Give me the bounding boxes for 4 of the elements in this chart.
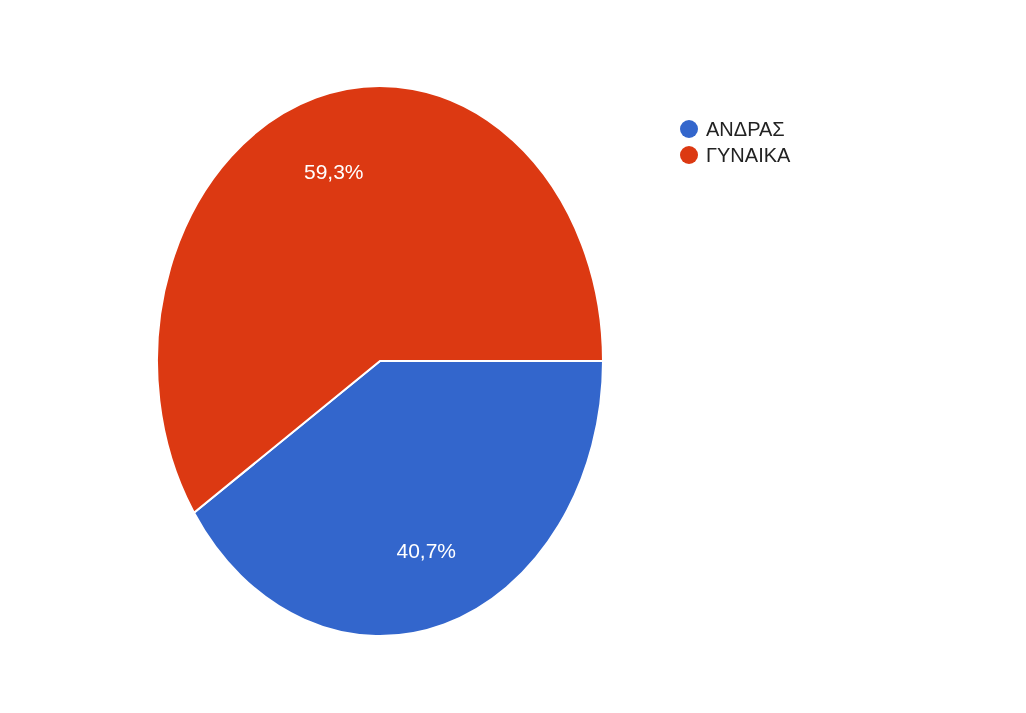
legend-label: ΑΝΔΡΑΣ bbox=[706, 118, 785, 140]
legend-label: ΓΥΝΑΙΚΑ bbox=[706, 144, 792, 166]
data-label: 40,7% bbox=[396, 539, 457, 563]
data-label: 59,3% bbox=[303, 159, 364, 183]
